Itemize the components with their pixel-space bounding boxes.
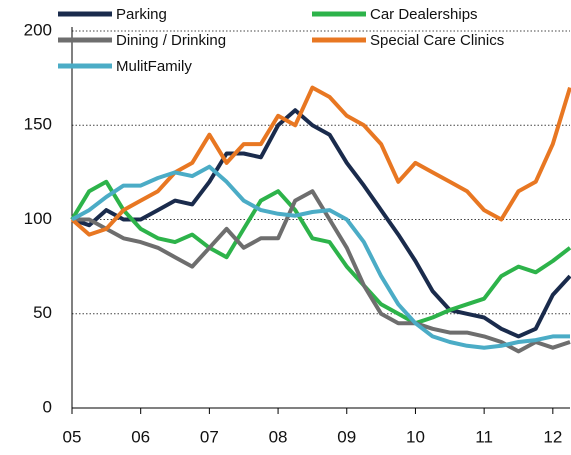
y-tick-label: 0 bbox=[43, 397, 52, 416]
series-line bbox=[70, 85, 571, 237]
legend: Parking Car Dealerships Dining / Drinking S… bbox=[58, 6, 504, 75]
x-tick-label: 05 bbox=[63, 427, 82, 446]
series-line bbox=[72, 189, 571, 354]
series-line bbox=[71, 164, 570, 350]
x-tick-label: 08 bbox=[269, 427, 288, 446]
x-tick-label: 07 bbox=[200, 427, 219, 446]
series-line bbox=[70, 179, 571, 326]
legend-label: Dining / Drinking bbox=[116, 32, 226, 49]
y-tick-label: 150 bbox=[24, 115, 52, 134]
legend-label: Special Care Clinics bbox=[370, 32, 504, 49]
x-tick-label: 10 bbox=[406, 427, 425, 446]
x-tick-label: 11 bbox=[475, 427, 493, 446]
y-tick-label: 50 bbox=[33, 303, 52, 322]
legend-label: MulitFamily bbox=[116, 58, 192, 75]
legend-label: Car Dealerships bbox=[370, 6, 478, 23]
x-tick-label: 09 bbox=[337, 427, 356, 446]
x-tick-label: 12 bbox=[543, 427, 562, 446]
x-tick-label: 06 bbox=[131, 427, 150, 446]
series-line bbox=[71, 108, 571, 339]
legend-label: Parking bbox=[116, 6, 167, 23]
y-tick-label: 100 bbox=[24, 209, 52, 228]
y-tick-label: 200 bbox=[24, 20, 52, 39]
